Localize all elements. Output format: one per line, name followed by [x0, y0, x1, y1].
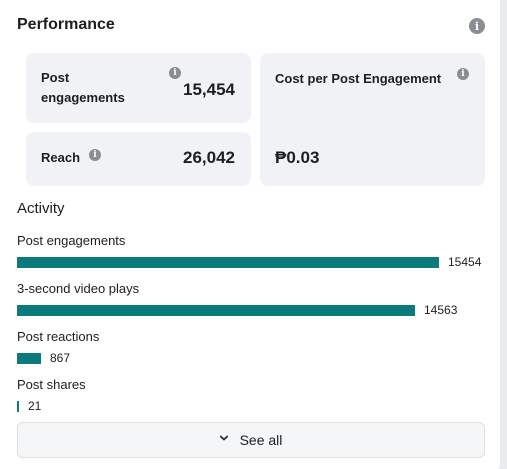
metric-value: 21 [28, 399, 42, 413]
metric-label: Post shares [17, 377, 86, 392]
engagements-card: Post engagements i 15,454 [26, 53, 251, 123]
reach-value: 26,042 [183, 148, 235, 167]
reach-label: Reach [41, 150, 81, 165]
section-title: Performance [17, 16, 115, 33]
metric-row: 3-second video plays 14563 [17, 281, 487, 317]
cost-value: ₱0.03 [275, 148, 320, 167]
metric-value: 867 [50, 351, 71, 365]
info-icon[interactable]: i [469, 18, 485, 34]
metric-bar [17, 352, 41, 364]
engagements-value: 15,454 [183, 80, 235, 99]
info-icon[interactable]: i [457, 68, 469, 80]
info-icon[interactable]: i [89, 149, 101, 161]
metric-row: Post shares 21 [17, 377, 487, 413]
engagements-label: Post engagements [41, 70, 125, 105]
chevron-down-icon [219, 435, 228, 441]
metric-row: Post engagements 15454 [17, 233, 487, 269]
metric-label: Post engagements [17, 233, 126, 248]
metric-value: 14563 [424, 303, 458, 317]
cost-card: Cost per Post Engagement i ₱0.03 [260, 53, 485, 186]
activity-title: Activity [17, 200, 65, 217]
reach-card: Reach i 26,042 [26, 132, 251, 186]
cost-label: Cost per Post Engagement [275, 71, 442, 86]
metric-value: 15454 [448, 255, 482, 269]
metric-bar [17, 400, 19, 412]
see-all-button[interactable]: See all [17, 422, 485, 458]
metric-row: Post reactions 867 [17, 329, 487, 365]
metric-label: 3-second video plays [17, 281, 140, 296]
metric-bar [17, 256, 439, 268]
info-icon[interactable]: i [169, 67, 181, 79]
page-background [500, 0, 507, 469]
metric-bar [17, 304, 415, 316]
see-all-label: See all [239, 432, 283, 448]
metric-label: Post reactions [17, 329, 100, 344]
